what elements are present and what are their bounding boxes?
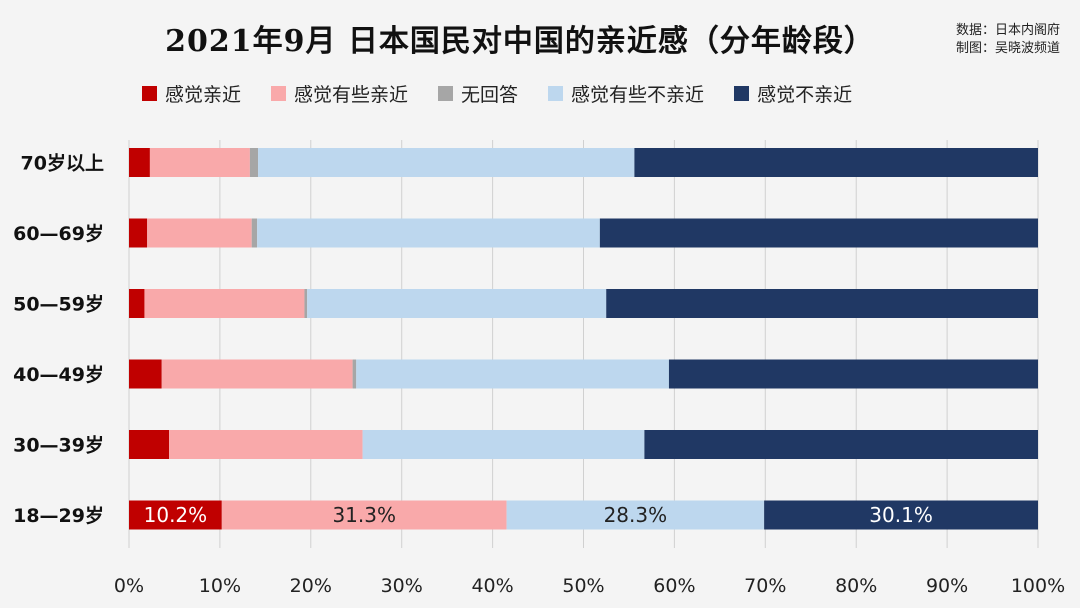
bar-segment-0-2 bbox=[249, 148, 259, 177]
bar-segment-0-0 bbox=[129, 148, 150, 177]
category-label-0: 70岁以上 bbox=[21, 152, 104, 175]
x-tick-label-9: 90% bbox=[926, 575, 968, 597]
category-label-2: 50—59岁 bbox=[13, 293, 104, 316]
legend-swatch-2 bbox=[438, 86, 454, 101]
data-label-5-0: 10.2% bbox=[144, 503, 208, 527]
x-tick-label-7: 70% bbox=[744, 575, 786, 597]
x-tick-label-6: 60% bbox=[653, 575, 695, 597]
legend-item-1: 感觉有些亲近 bbox=[271, 80, 408, 107]
bar-segment-1-1 bbox=[147, 218, 252, 248]
bar-segment-0-1 bbox=[149, 148, 250, 177]
source-data-line: 数据：日本内阁府 bbox=[955, 23, 1060, 38]
legend-label-2: 无回答 bbox=[461, 84, 519, 106]
x-tick-label-5: 50% bbox=[562, 575, 604, 597]
bar-segment-3-4 bbox=[668, 359, 1038, 389]
legend-item-4: 感觉不亲近 bbox=[734, 80, 852, 107]
bar-segment-1-3 bbox=[257, 218, 600, 248]
x-tick-label-1: 10% bbox=[199, 575, 241, 597]
data-label-5-3: 28.3% bbox=[604, 503, 668, 527]
legend-swatch-3 bbox=[548, 86, 564, 101]
x-tick-label-2: 20% bbox=[290, 575, 332, 597]
bar-segment-0-3 bbox=[258, 148, 635, 177]
x-tick-label-0: 0% bbox=[114, 575, 144, 597]
legend-swatch-4 bbox=[734, 86, 750, 101]
legend-swatch-1 bbox=[271, 86, 287, 101]
bar-segment-4-3 bbox=[362, 430, 645, 459]
category-label-5: 18—29岁 bbox=[13, 504, 104, 527]
bar-segment-1-4 bbox=[599, 218, 1038, 248]
bar-segment-5-3 bbox=[506, 500, 765, 530]
bar-segment-3-1 bbox=[161, 359, 353, 389]
bar-segment-4-4 bbox=[644, 430, 1038, 459]
bar-segment-2-2 bbox=[304, 289, 308, 318]
data-label-5-4: 30.1% bbox=[869, 503, 933, 527]
bar-segment-3-2 bbox=[352, 359, 357, 389]
bar-segment-1-0 bbox=[129, 218, 148, 248]
data-label-5-1: 31.3% bbox=[332, 503, 396, 527]
chart-legend: 感觉亲近 感觉有些亲近 无回答 感觉有些不亲近 感觉不亲近 bbox=[142, 80, 852, 107]
legend-item-2: 无回答 bbox=[438, 80, 518, 107]
category-label-4: 30—39岁 bbox=[13, 434, 104, 457]
legend-label-3: 感觉有些不亲近 bbox=[571, 84, 705, 106]
bar-segment-5-4 bbox=[764, 500, 1038, 530]
legend-label-4: 感觉不亲近 bbox=[757, 84, 853, 106]
category-label-3: 40—49岁 bbox=[13, 363, 104, 386]
bar-segment-5-1 bbox=[221, 500, 507, 530]
legend-item-0: 感觉亲近 bbox=[142, 80, 241, 107]
x-tick-label-10: 100% bbox=[1011, 575, 1065, 597]
chart-title: 2021年9月 日本国民对中国的亲近感（分年龄段） bbox=[165, 24, 875, 59]
bar-segment-3-3 bbox=[356, 359, 669, 389]
x-tick-label-4: 40% bbox=[471, 575, 513, 597]
bar-segment-2-1 bbox=[144, 289, 305, 318]
bar-segment-4-1 bbox=[168, 430, 363, 459]
legend-label-1: 感觉有些亲近 bbox=[294, 84, 409, 106]
bar-segment-5-0 bbox=[129, 500, 222, 530]
legend-label-0: 感觉亲近 bbox=[165, 84, 242, 106]
bar-segment-4-0 bbox=[129, 430, 169, 459]
bar-segment-2-3 bbox=[307, 289, 607, 318]
source-author-line: 制图：吴晓波频道 bbox=[955, 41, 1060, 56]
source-note: 数据：日本内阁府 制图：吴晓波频道 bbox=[956, 22, 1060, 58]
category-label-1: 60—69岁 bbox=[13, 222, 104, 245]
bar-segment-2-4 bbox=[606, 289, 1038, 318]
x-tick-label-8: 80% bbox=[835, 575, 877, 597]
bar-segment-1-2 bbox=[251, 218, 258, 248]
bar-segment-3-0 bbox=[129, 359, 162, 389]
bar-segment-2-0 bbox=[129, 289, 145, 318]
x-tick-label-3: 30% bbox=[381, 575, 423, 597]
legend-item-3: 感觉有些不亲近 bbox=[548, 80, 704, 107]
legend-swatch-0 bbox=[142, 86, 157, 101]
bar-segment-0-4 bbox=[634, 148, 1038, 177]
